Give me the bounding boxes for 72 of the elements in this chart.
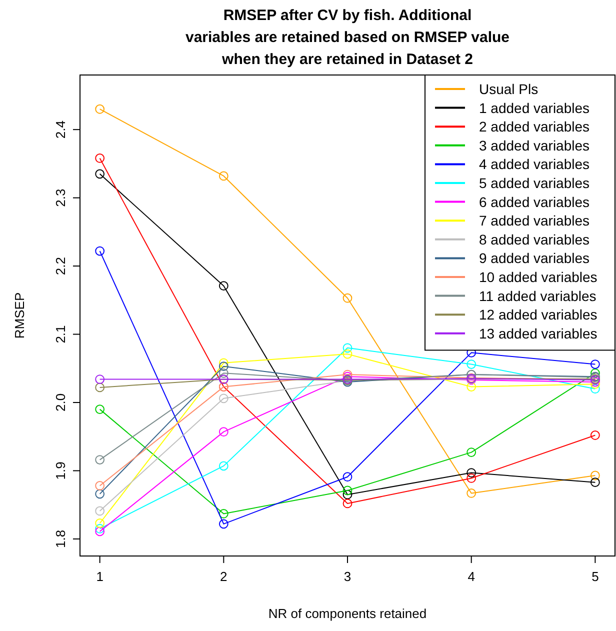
legend-label: 12 added variables [479, 306, 598, 323]
point [218, 461, 228, 471]
legend-label: 3 added variables [479, 137, 590, 154]
point [342, 490, 352, 500]
legend-label: 8 added variables [479, 231, 590, 248]
point [466, 468, 476, 478]
point [95, 518, 105, 528]
point [95, 526, 105, 536]
point [218, 519, 228, 529]
legend-label: 1 added variables [479, 100, 590, 116]
legend-label: 7 added variables [479, 212, 590, 229]
y-tick-label: 1.8 [53, 530, 68, 548]
point [590, 430, 600, 440]
legend-label: Usual Pls [479, 81, 538, 97]
point [218, 362, 228, 372]
legend-label: 2 added variables [479, 118, 590, 135]
chart-title: RMSEP after CV by fish. Additional variables are retained based on RMSEP value when they are retained in Dataset 2 [185, 7, 510, 68]
point [342, 472, 352, 482]
x-axis-title: NR of components retained [268, 606, 427, 621]
point [590, 368, 600, 378]
y-tick-label: 2.4 [53, 120, 68, 139]
y-tick-label: 2.3 [53, 188, 68, 207]
point [95, 489, 105, 499]
point [95, 104, 105, 114]
point [95, 382, 105, 392]
point [218, 358, 228, 368]
point [466, 474, 476, 483]
point [95, 246, 105, 256]
point [218, 509, 228, 518]
point [590, 470, 600, 480]
y-tick-label: 2.0 [53, 393, 68, 412]
legend-label: 5 added variables [479, 175, 590, 191]
point [466, 448, 476, 457]
point [342, 343, 352, 353]
legend-label: 6 added variables [479, 194, 590, 210]
point [466, 382, 476, 392]
point [466, 360, 476, 369]
legend-label: 13 added variables [479, 325, 598, 342]
point [218, 394, 228, 404]
y-tick-label: 2.1 [53, 325, 68, 344]
point [95, 154, 105, 163]
point [342, 349, 352, 359]
point [95, 524, 105, 534]
point [590, 384, 600, 394]
point [218, 281, 228, 291]
point [218, 427, 228, 437]
x-tick-label: 3 [344, 569, 352, 584]
y-tick-label: 2.2 [53, 256, 68, 276]
point [95, 455, 105, 464]
point [95, 481, 105, 490]
x-tick-label: 2 [220, 569, 228, 584]
point [218, 171, 228, 181]
x-tick-label: 4 [468, 569, 475, 584]
y-axis-title: RMSEP [12, 292, 27, 339]
y-tick-label: 1.9 [53, 462, 68, 480]
point [95, 404, 105, 414]
legend-label: 11 added variables [479, 288, 596, 304]
point [590, 478, 600, 488]
point [95, 506, 105, 516]
point [466, 488, 476, 498]
legend-label: 9 added variables [479, 250, 590, 266]
x-tick-label: 5 [592, 569, 599, 584]
legend-label: 4 added variables [479, 156, 590, 172]
point [342, 486, 352, 496]
point [342, 498, 352, 508]
legend-label: 10 added variables [479, 269, 598, 285]
point [590, 360, 600, 369]
point [95, 169, 105, 179]
x-tick-label: 1 [96, 569, 104, 584]
point [218, 368, 228, 378]
point [95, 374, 105, 384]
point [342, 293, 352, 303]
